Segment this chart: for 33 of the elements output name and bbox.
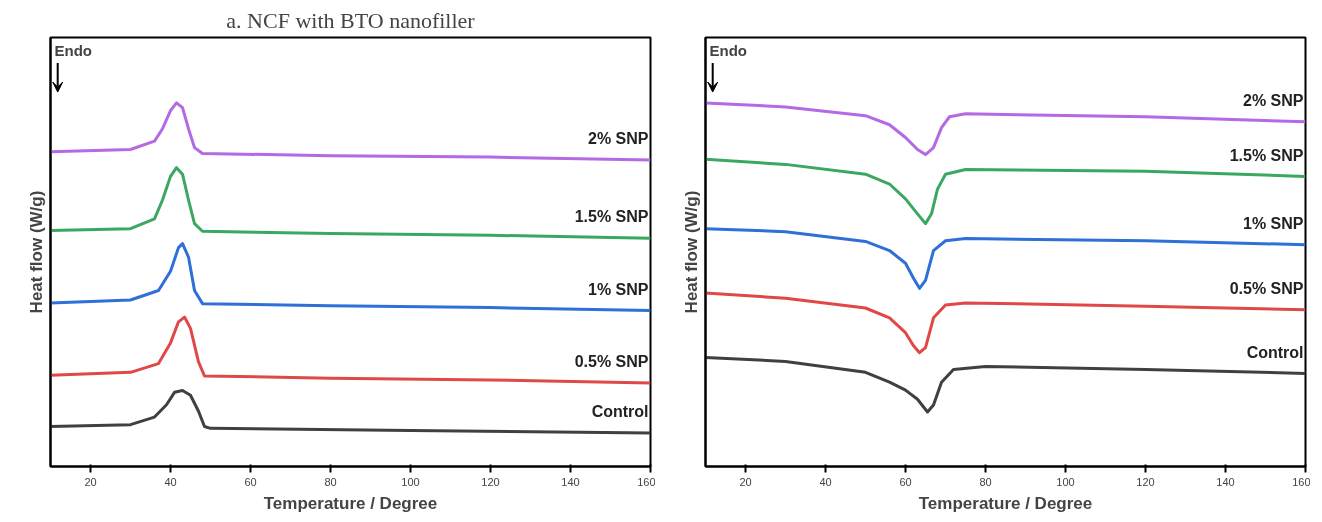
x-tick-label: 40 (164, 475, 177, 488)
series-label: Control (1246, 343, 1304, 361)
x-tick-label: 140 (1216, 475, 1235, 488)
x-tick-label: 40 (819, 475, 832, 488)
x-tick-label: 60 (244, 475, 257, 488)
x-tick-label: 80 (979, 475, 992, 488)
series-label: 1.5% SNP (1229, 146, 1304, 164)
text: Endo (54, 42, 92, 60)
y-axis-title: Heat flow (W/g) (26, 190, 46, 314)
x-tick-label: 160 (637, 475, 656, 488)
series-label: 0.5% SNP (574, 353, 649, 371)
x-tick-label: 140 (561, 475, 580, 488)
x-tick-label: 160 (1292, 475, 1311, 488)
series-label: 1% SNP (588, 280, 649, 298)
chart-title: a. NCF with BTO nanofiller (226, 7, 476, 33)
y-axis-title: Heat flow (W/g) (681, 190, 701, 314)
x-tick-label: 20 (739, 475, 752, 488)
series-label: Control (591, 403, 649, 421)
series-label: 2% SNP (588, 130, 649, 148)
x-tick-label: 60 (899, 475, 912, 488)
series-label: 1.5% SNP (574, 208, 649, 226)
x-axis-title: Temperature / Degree (263, 493, 438, 513)
x-tick-label: 20 (84, 475, 97, 488)
text: Endo (709, 42, 747, 60)
series-label: 0.5% SNP (1229, 280, 1304, 298)
series-label: 2% SNP (1243, 92, 1304, 110)
x-tick-label: 80 (324, 475, 337, 488)
x-tick-label: 120 (1136, 475, 1155, 488)
x-axis-title: Temperature / Degree (918, 493, 1093, 513)
x-tick-label: 120 (481, 475, 500, 488)
x-tick-label: 100 (1056, 475, 1075, 488)
x-tick-label: 100 (401, 475, 420, 488)
series-label: 1% SNP (1243, 215, 1304, 232)
